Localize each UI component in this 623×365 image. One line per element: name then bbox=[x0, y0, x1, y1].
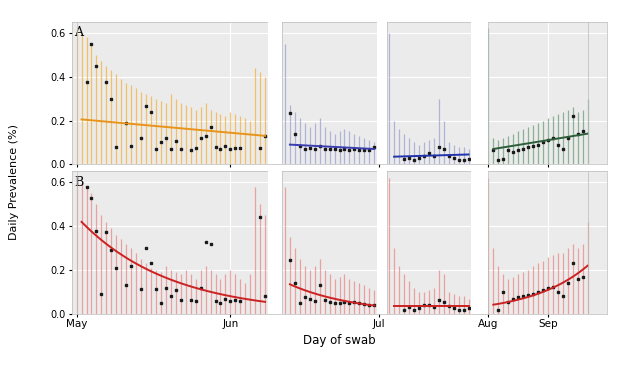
Bar bbox=[377, 172, 387, 314]
Bar bbox=[471, 172, 488, 314]
Bar bbox=[268, 172, 282, 314]
Bar bbox=[471, 22, 488, 164]
Bar bbox=[377, 22, 387, 164]
Text: Daily Prevalence (%): Daily Prevalence (%) bbox=[9, 124, 19, 241]
X-axis label: Day of swab: Day of swab bbox=[303, 334, 376, 347]
Text: A: A bbox=[74, 26, 83, 39]
Text: B: B bbox=[74, 176, 83, 189]
Bar bbox=[268, 22, 282, 164]
